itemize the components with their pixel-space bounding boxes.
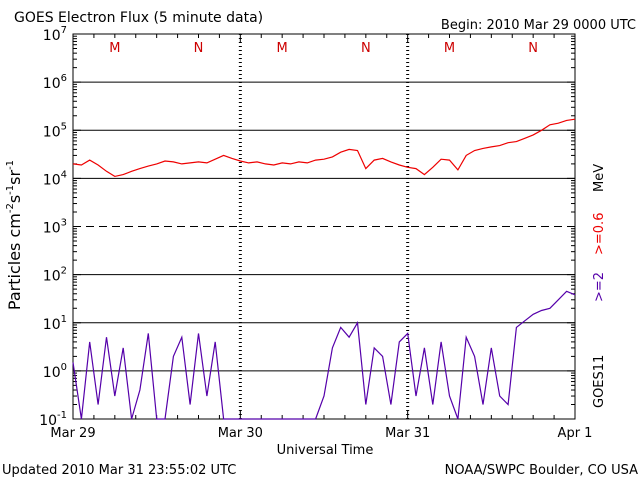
- y-tick-exp: 1: [61, 314, 67, 325]
- y-tick-exp: -1: [57, 410, 67, 421]
- y-tick-exp: 2: [61, 266, 67, 277]
- y-tick-base: 10: [43, 28, 61, 44]
- y-tick-exp: 3: [61, 218, 67, 229]
- y-tick-label-2: 101: [43, 314, 67, 333]
- y-axis-label-exp1: -2: [5, 203, 16, 213]
- y-tick-base: 10: [43, 221, 61, 237]
- begin-label: Begin: 2010 Mar 29 0000 UTC: [441, 18, 636, 33]
- y-tick-base: 10: [43, 317, 61, 333]
- y-tick-base: 10: [43, 76, 61, 92]
- y-axis-label-main: Particles cm: [5, 213, 24, 310]
- y-tick-base: 10: [43, 365, 61, 381]
- right-label-satellite: GOES11: [592, 355, 607, 408]
- y-tick-base: 10: [43, 124, 61, 140]
- y-tick-base: 10: [43, 269, 61, 285]
- y-tick-base: 10: [43, 172, 61, 188]
- right-label-mev: MeV: [592, 164, 607, 192]
- y-tick-label-7: 106: [43, 73, 67, 92]
- marker-M-4: M: [444, 41, 455, 56]
- series-line-low: [72, 290, 576, 420]
- y-tick-exp: 7: [61, 25, 67, 36]
- y-tick-base: 10: [39, 413, 57, 429]
- day-separators: [238, 34, 410, 419]
- x-tick-label-0: Mar 29: [50, 426, 95, 441]
- y-tick-label-1: 100: [43, 362, 67, 381]
- y-tick-label-0: 10-1: [39, 410, 67, 429]
- right-label-low: >=2: [592, 272, 607, 302]
- y-tick-exp: 0: [61, 362, 67, 373]
- y-axis-label-s: s: [5, 195, 24, 203]
- y-axis-label-sr: sr: [5, 170, 24, 185]
- y-tick-label-3: 102: [43, 266, 67, 285]
- marker-M-2: M: [277, 41, 288, 56]
- y-tick-label-5: 104: [43, 169, 67, 188]
- credit-label: NOAA/SWPC Boulder, CO USA: [445, 463, 638, 478]
- marker-N-3: N: [361, 41, 371, 56]
- marker-N-5: N: [528, 41, 538, 56]
- y-axis-label: Particles cm-2s-1sr-1: [5, 160, 24, 310]
- y-tick-exp: 5: [61, 121, 67, 132]
- y-axis-label-exp3: -1: [5, 160, 16, 170]
- grid-lines: [73, 81, 575, 372]
- right-label-high: >=0.6: [592, 213, 607, 255]
- x-tick-label-3: Apr 1: [558, 426, 593, 441]
- y-axis-label-exp2: -1: [5, 185, 16, 195]
- y-tick-exp: 4: [61, 169, 67, 180]
- marker-M-0: M: [109, 41, 120, 56]
- x-tick-label-2: Mar 31: [385, 426, 430, 441]
- x-axis-ticks: Mar 29 Mar 30 Mar 31 Apr 1: [50, 34, 592, 441]
- x-axis-label: Universal Time: [277, 443, 374, 458]
- y-tick-label-8: 107: [43, 25, 67, 44]
- y-tick-label-4: 103: [43, 218, 67, 237]
- marker-N-1: N: [194, 41, 204, 56]
- y-tick-label-6: 105: [43, 121, 67, 140]
- chart-title: GOES Electron Flux (5 minute data): [14, 10, 263, 26]
- series-line-high: [72, 118, 576, 178]
- y-tick-exp: 6: [61, 73, 67, 84]
- updated-label: Updated 2010 Mar 31 23:55:02 UTC: [2, 463, 236, 478]
- x-tick-label-1: Mar 30: [218, 426, 263, 441]
